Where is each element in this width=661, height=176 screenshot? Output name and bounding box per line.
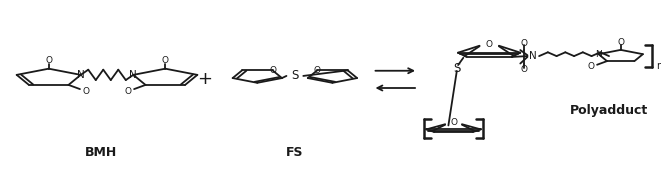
Text: O: O (450, 118, 457, 127)
Text: Polyadduct: Polyadduct (570, 104, 648, 117)
Text: O: O (83, 87, 89, 96)
Text: O: O (486, 40, 492, 49)
Text: O: O (124, 87, 132, 96)
Text: n: n (656, 61, 661, 71)
Text: O: O (45, 56, 52, 65)
Text: S: S (292, 69, 299, 82)
Text: N: N (77, 70, 85, 80)
Text: +: + (197, 70, 212, 88)
Text: S: S (453, 62, 461, 75)
Text: N: N (130, 70, 137, 80)
Text: O: O (617, 38, 624, 47)
Text: N: N (529, 51, 537, 61)
Text: O: O (520, 39, 527, 48)
Text: O: O (520, 65, 527, 74)
Text: FS: FS (286, 146, 303, 159)
Text: O: O (314, 66, 321, 75)
Text: N: N (595, 50, 602, 59)
Text: BMH: BMH (85, 146, 116, 159)
Text: O: O (269, 66, 276, 75)
Text: O: O (162, 56, 169, 65)
Text: O: O (588, 62, 594, 71)
